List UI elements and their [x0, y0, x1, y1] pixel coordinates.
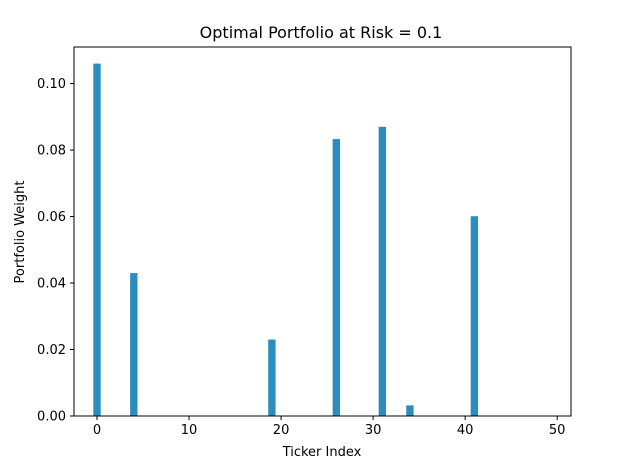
x-tick-label: 20	[273, 423, 290, 438]
y-tick-label: 0.04	[37, 277, 66, 292]
y-tick-label: 0.02	[37, 343, 66, 358]
x-tick-label: 50	[549, 423, 566, 438]
bar-ticker-19	[268, 339, 276, 416]
y-axis-label: Portfolio Weight	[13, 181, 28, 284]
bar-ticker-26	[332, 139, 340, 416]
y-tick-label: 0.00	[37, 410, 66, 425]
bar-ticker-4	[130, 273, 138, 416]
y-axis-ticks: 0.00 0.02 0.04 0.06 0.08 0.10	[37, 77, 74, 425]
y-tick-label: 0.08	[37, 144, 66, 159]
bars-group	[93, 63, 479, 417]
x-tick-label: 10	[181, 423, 198, 438]
x-axis-ticks: 0 10 20 30 40 50	[93, 416, 566, 438]
x-tick-label: 30	[365, 423, 382, 438]
bar-ticker-0	[93, 63, 101, 417]
chart-title: Optimal Portfolio at Risk = 0.1	[200, 23, 443, 42]
x-axis-label: Ticker Index	[282, 445, 362, 460]
bar-ticker-34	[406, 405, 414, 416]
bar-ticker-41	[470, 216, 479, 416]
x-tick-label: 0	[93, 423, 101, 438]
x-tick-label: 40	[457, 423, 474, 438]
plot-frame	[73, 46, 572, 417]
bar-ticker-31	[378, 126, 386, 416]
y-tick-label: 0.06	[37, 210, 66, 225]
y-tick-label: 0.10	[37, 77, 66, 92]
